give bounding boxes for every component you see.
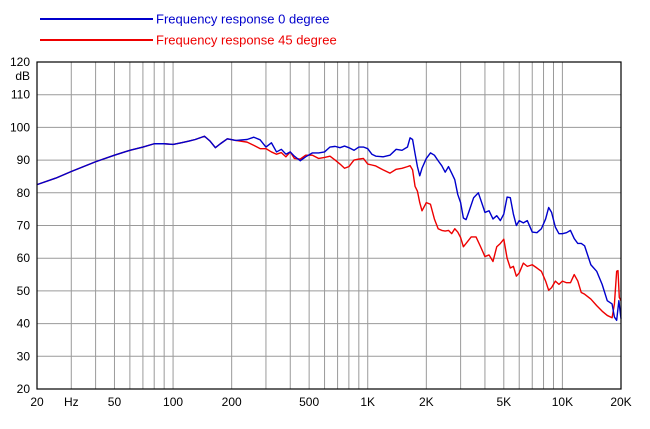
series-line-0 [36,135,622,322]
y-tick-label: 100 [10,120,30,134]
y-axis-ticks: 20 30 40 50 60 70 80 90 100 110 120 [10,55,30,396]
y-tick-label: 20 [17,382,31,396]
x-tick-label: 5K [496,395,511,409]
y-tick-label: 70 [17,219,31,233]
x-axis-ticks: 20 Hz 50 100 200 500 1K 2K 5K 10K 20K [30,395,631,409]
y-tick-label: 80 [17,186,31,200]
x-tick-label: 50 [108,395,122,409]
y-tick-label: 40 [17,317,31,331]
x-tick-label: 500 [299,395,319,409]
legend-label-1: Frequency response 45 degree [156,33,337,48]
grid [37,61,621,390]
y-tick-label: 50 [17,284,31,298]
series-group [36,135,622,322]
x-tick-label: 20 [30,395,44,409]
legend: Frequency response 0 degree Frequency res… [40,12,337,48]
x-tick-label: 10K [552,395,573,409]
y-tick-label: 60 [17,251,31,265]
plot-frame [36,61,622,390]
x-tick-label: 200 [222,395,242,409]
x-tick-label: 100 [163,395,183,409]
y-tick-label: 120 [10,55,30,69]
x-tick-label: 2K [419,395,434,409]
y-tick-label: 90 [17,153,31,167]
y-axis-label: dB [15,69,30,83]
legend-label-0: Frequency response 0 degree [156,12,329,27]
x-tick-label: Hz [64,395,79,409]
x-tick-label: 1K [360,395,375,409]
y-tick-label: 30 [17,349,31,363]
x-tick-label: 20K [610,395,631,409]
y-tick-label: 110 [11,88,30,102]
